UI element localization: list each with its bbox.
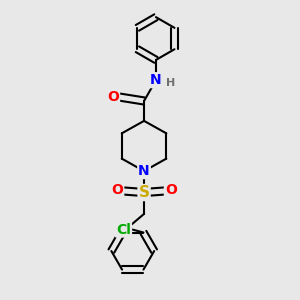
Text: H: H	[166, 77, 175, 88]
Text: N: N	[150, 73, 162, 87]
Text: O: O	[165, 183, 177, 197]
Text: S: S	[139, 185, 150, 200]
Text: O: O	[111, 183, 123, 197]
Text: N: N	[138, 164, 150, 178]
Text: O: O	[107, 89, 119, 103]
Text: Cl: Cl	[116, 223, 131, 237]
